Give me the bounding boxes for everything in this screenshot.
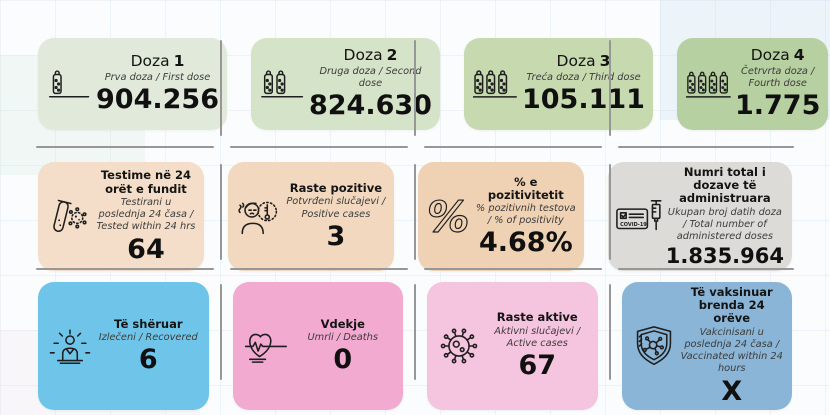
card-title: Numri total i dozave të administruara [679, 165, 771, 206]
card-subtitle: Umrli / Deaths [307, 331, 378, 343]
row-divider [424, 146, 602, 148]
card-title: Raste aktive [496, 310, 578, 325]
card-title: Të vaksinuar brenda 24 orëve [690, 285, 773, 326]
virus-icon [433, 325, 485, 367]
total-doses-card: COVID-19 Numri total i dozave të adminis… [607, 162, 792, 272]
dose-1-card: Doza 1 Prva doza / First dose 904.256 [38, 38, 227, 130]
card-title: Vdekje [320, 316, 365, 331]
positive-cases-card: Raste pozitive Potvrđeni slučajevi / Pos… [227, 162, 394, 272]
deaths-card: Vdekje Umrli / Deaths 0 [232, 282, 403, 410]
card-value: 6 [138, 344, 158, 376]
card-value: 1.775 [734, 90, 821, 122]
column-divider [414, 40, 416, 136]
card-title: Doza 1 [130, 52, 185, 71]
card-subtitle: % pozitivnih testova / % of positivity [475, 203, 576, 227]
dose-row: Doza 1 Prva doza / First dose 904.256 Doz… [38, 38, 829, 130]
column-divider [220, 284, 222, 380]
test-tube-virus-icon [44, 197, 96, 237]
row-divider [618, 268, 794, 270]
recovered-person-icon [44, 326, 96, 366]
sick-person-icon [234, 197, 286, 237]
heart-ecg-icon [239, 327, 291, 364]
row-divider [424, 268, 602, 270]
card-value: 105.111 [521, 84, 645, 116]
card-subtitle: Prva doza / First dose [104, 72, 211, 84]
card-value: 0 [333, 344, 353, 376]
vaccinated-24h-card: Të vaksinuar brenda 24 orëve Vakcinisani… [621, 282, 792, 410]
card-subtitle: Druga doza / Second dose [319, 66, 422, 90]
card-value: X [721, 375, 743, 407]
card-subtitle: Ukupan broj datih doza / Total number of… [667, 206, 782, 243]
card-title: Doza 4 [750, 46, 805, 65]
card-subtitle: Četrvrta doza / Fourth dose [741, 66, 815, 90]
dose-2-card: Doza 2 Druga doza / Second dose 824.630 [250, 38, 440, 130]
card-subtitle: Treća doza / Third dose [526, 72, 641, 84]
row-divider [618, 146, 794, 148]
ampoule-icon [683, 68, 735, 101]
card-subtitle: Testirani u poslednja 24 časa / Tested w… [96, 196, 196, 233]
card-title: % e pozitivitetit [487, 174, 564, 202]
row-divider [36, 146, 214, 148]
card-title: Doza 3 [556, 52, 611, 71]
card-value: 1.835.964 [665, 244, 784, 269]
card-value: 64 [127, 233, 165, 265]
column-divider [414, 164, 416, 260]
column-divider [609, 40, 611, 136]
card-title: Doza 2 [343, 46, 398, 65]
ampoule-icon [470, 68, 522, 101]
outcomes-row: Të shëruar Izlečeni / Recovered 6 Vdekje [38, 282, 792, 410]
card-subtitle: Izlečeni / Recovered [98, 331, 198, 343]
ampoule-icon [257, 68, 309, 100]
card-title: Testime në 24 orët e fundit [100, 168, 192, 196]
card-value: 904.256 [96, 84, 219, 116]
card-title: Të shëruar [113, 316, 183, 331]
column-divider [609, 284, 611, 380]
column-divider [220, 164, 222, 260]
row-divider [230, 268, 408, 270]
tests-24h-card: Testime në 24 orët e fundit Testirani u … [38, 162, 204, 272]
active-cases-card: Raste aktive Aktivni slučajevi / Active … [427, 282, 598, 410]
shield-virus-icon [628, 325, 680, 367]
card-subtitle: Vakcinisani u poslednja 24 časa / Vaccin… [680, 326, 783, 375]
dose-3-card: Doza 3 Treća doza / Third dose 105.111 [463, 38, 653, 130]
card-title: Raste pozitive [289, 181, 382, 196]
column-divider [414, 284, 416, 380]
recovered-card: Të shëruar Izlečeni / Recovered 6 [38, 282, 209, 410]
testing-row: Testime në 24 orët e fundit Testirani u … [38, 162, 792, 272]
card-subtitle: Potvrđeni slučajevi / Positive cases [286, 196, 386, 220]
covid-card-label: COVID-19 [620, 222, 647, 228]
card-value: 67 [518, 350, 557, 382]
card-value: 824.630 [308, 90, 432, 122]
row-divider [230, 146, 408, 148]
row-divider [36, 268, 214, 270]
column-divider [609, 164, 611, 260]
positivity-rate-card: % % e pozitivitetit % pozitivnih testova… [417, 162, 584, 272]
card-value: 3 [326, 220, 346, 252]
percent-icon: % [424, 195, 476, 239]
covid-certificate-syringe-icon: COVID-19 [614, 198, 666, 235]
percent-glyph: % [427, 195, 469, 239]
card-value: 4.68% [478, 227, 573, 259]
card-subtitle: Aktivni slučajevi / Active cases [494, 325, 581, 349]
ampoule-icon [44, 68, 96, 100]
column-divider [220, 40, 222, 136]
dose-4-card: Doza 4 Četrvrta doza / Fourth dose 1.775 [676, 38, 829, 130]
